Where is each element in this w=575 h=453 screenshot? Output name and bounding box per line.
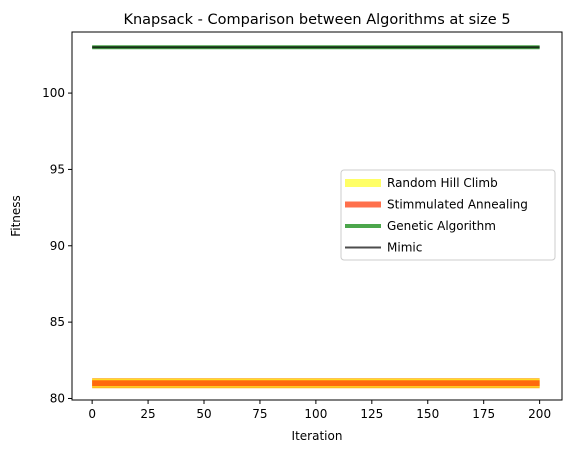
legend-label-4: Mimic [387,241,422,255]
y-tick-label: 80 [50,391,65,405]
x-tick-label: 75 [252,407,267,421]
y-axis-label: Fitness [9,195,23,237]
x-axis-label: Iteration [292,429,343,443]
legend-box [340,169,556,261]
x-tick-label: 50 [196,407,211,421]
x-axis-ticks: 0 25 50 75 100 125 150 175 200 [88,400,551,421]
plot-frame [71,31,563,401]
x-tick-label: 25 [140,407,155,421]
x-tick-label: 175 [472,407,495,421]
legend: Random Hill Climb Stimmulated Annealing Ge… [340,169,556,261]
series-layer [92,45,540,389]
y-tick-label: 95 [50,162,65,176]
x-tick-label: 0 [88,407,96,421]
x-tick-label: 150 [416,407,439,421]
chart-title: Knapsack - Comparison between Algorithms… [123,12,510,28]
x-tick-label: 100 [304,407,327,421]
x-tick-label: 125 [360,407,383,421]
y-tick-label: 90 [50,239,65,253]
x-tick-label: 200 [528,407,551,421]
legend-label-1: Random Hill Climb [387,176,498,190]
y-axis-ticks: 80 85 90 95 100 [42,86,72,405]
legend-label-2: Stimmulated Annealing [387,198,528,212]
legend-label-3: Genetic Algorithm [387,219,496,233]
y-tick-label: 85 [50,315,65,329]
y-tick-label: 100 [42,86,65,100]
